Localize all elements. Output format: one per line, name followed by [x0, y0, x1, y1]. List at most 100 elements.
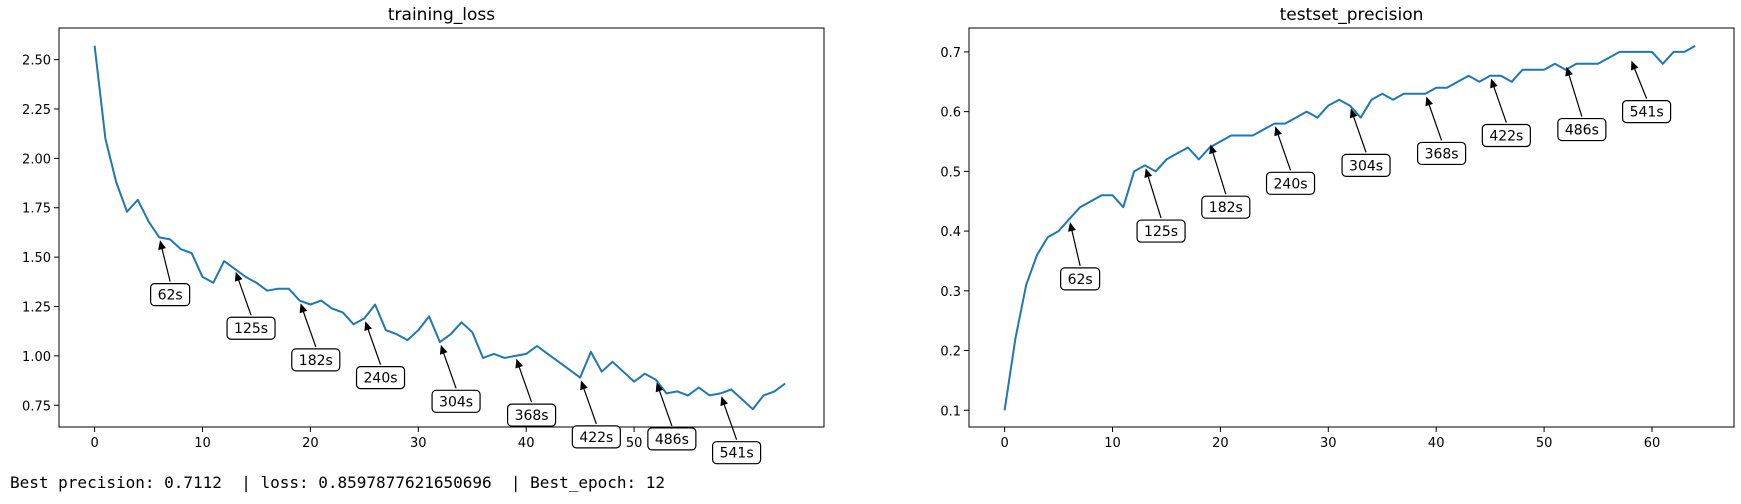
annotation-label: 304s	[439, 394, 473, 410]
annotation-box	[1622, 100, 1672, 124]
annotation-arrowhead	[1144, 168, 1153, 179]
annotation-label: 62s	[1068, 272, 1093, 288]
annotation-arrow	[657, 387, 673, 427]
annotation-label: 304s	[1349, 158, 1383, 174]
annotation-box	[506, 403, 557, 427]
annotation-arrowhead	[1274, 126, 1282, 137]
x-tick-label: 40	[518, 436, 535, 451]
annotation-arrow	[301, 308, 317, 348]
y-tick-label: 1.00	[22, 350, 51, 365]
annotation-label: 62s	[158, 288, 183, 304]
annotation-arrow	[722, 401, 738, 440]
annotation-arrow	[1211, 149, 1227, 195]
x-tick-label: 0	[90, 436, 98, 451]
annotation-arrowhead	[234, 271, 243, 282]
plot-frame	[968, 27, 1735, 428]
annotation-arrowhead	[1425, 96, 1433, 107]
testset-precision-chart: testset_precision 0 10 20 30 40 50 60 0.1 0.2 0.3 0…	[940, 5, 1735, 451]
annotation-label: 368s	[515, 408, 549, 424]
annotation-arrowhead	[655, 382, 664, 393]
annotation-arrow	[1567, 72, 1583, 117]
x-tick-label: 0	[1000, 436, 1008, 451]
y-tick-label: 1.25	[22, 301, 51, 316]
training-loss-chart: training_loss 0 10 20 30 40 50 0.75 1.00 1.25 1.50…	[22, 5, 825, 465]
y-tick-label: 1.75	[22, 202, 51, 217]
annotation-label: 125s	[1144, 224, 1178, 240]
annotation-box	[647, 427, 697, 451]
chart-title: training_loss	[388, 5, 495, 25]
annotation-arrowhead	[439, 344, 448, 355]
x-tick-label: 30	[1320, 436, 1337, 451]
annotation-box	[291, 348, 341, 372]
annotation-arrow	[1427, 102, 1443, 141]
chart-title: testset_precision	[1280, 5, 1424, 25]
y-tick-label: 0.4	[940, 225, 961, 240]
y-tick-label: 2.00	[22, 152, 51, 167]
annotation-arrow	[1633, 66, 1648, 99]
y-tick-label: 2.50	[22, 54, 51, 69]
annotation-label: 182s	[1209, 200, 1243, 216]
annotation-label: 240s	[1274, 176, 1308, 192]
annotation-arrow	[1070, 227, 1081, 267]
series-line	[1003, 45, 1696, 411]
annotation-box	[1060, 267, 1101, 291]
annotation-arrow	[237, 277, 252, 316]
annotation-arrow	[366, 326, 382, 365]
y-tick-label: 2.25	[22, 103, 51, 118]
x-tick-label: 40	[1428, 436, 1445, 451]
annotation-box	[571, 425, 621, 449]
y-tick-label: 0.3	[940, 285, 961, 300]
y-tick-label: 0.6	[940, 106, 961, 121]
best-metrics-summary: Best precision: 0.7112 | loss: 0.8597877…	[10, 473, 666, 492]
annotation-arrowhead	[1490, 78, 1498, 89]
x-tick-label: 10	[194, 436, 211, 451]
annotation-arrow	[1146, 173, 1162, 219]
annotation-box	[1557, 117, 1607, 142]
annotation-box	[712, 441, 762, 465]
annotation-arrow	[1352, 113, 1367, 153]
annotation-arrow	[1492, 84, 1507, 123]
annotation-arrowhead	[515, 358, 524, 369]
annotation-arrow	[442, 350, 457, 389]
annotation-arrowhead	[720, 396, 729, 407]
annotation-box	[1201, 195, 1251, 219]
annotation-box	[226, 316, 276, 340]
annotation-label: 486s	[1565, 123, 1599, 139]
y-tick-label: 0.7	[940, 46, 961, 61]
annotation-arrowhead	[299, 303, 308, 314]
annotation-arrowhead	[580, 380, 588, 391]
x-tick-label: 10	[1104, 436, 1121, 451]
y-tick-label: 1.50	[22, 251, 51, 266]
x-tick-label: 20	[302, 436, 319, 451]
annotation-box	[431, 389, 481, 413]
annotation-arrow	[582, 385, 597, 425]
annotation-arrowhead	[1068, 222, 1076, 232]
x-tick-label: 30	[410, 436, 427, 451]
x-tick-label: 60	[1644, 436, 1661, 451]
annotation-arrowhead	[1349, 108, 1358, 119]
annotation-arrow	[160, 245, 171, 282]
annotation-arrow	[517, 364, 533, 403]
annotation-box	[1341, 153, 1391, 177]
annotation-arrowhead	[158, 240, 166, 250]
x-tick-label: 50	[626, 436, 643, 451]
annotation-arrow	[1276, 131, 1292, 171]
y-tick-label: 0.2	[940, 345, 961, 360]
y-tick-label: 0.1	[940, 404, 961, 419]
annotation-box	[1481, 123, 1531, 148]
annotation-arrowhead	[1209, 144, 1217, 155]
annotation-label: 422s	[1489, 129, 1523, 145]
annotation-label: 486s	[655, 432, 689, 448]
annotation-box	[1265, 171, 1316, 195]
annotation-box	[150, 283, 191, 307]
x-tick-label: 20	[1212, 436, 1229, 451]
y-tick-label: 0.75	[22, 399, 51, 414]
annotation-arrowhead	[1630, 60, 1639, 71]
y-tick-label: 0.5	[940, 165, 961, 180]
annotation-label: 182s	[299, 353, 333, 369]
series-line	[93, 45, 786, 411]
plot-frame	[58, 27, 825, 428]
annotation-box	[1416, 141, 1467, 166]
annotation-label: 125s	[234, 321, 268, 337]
